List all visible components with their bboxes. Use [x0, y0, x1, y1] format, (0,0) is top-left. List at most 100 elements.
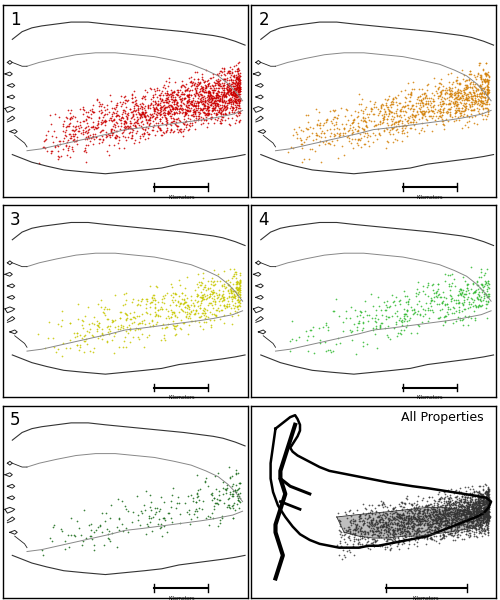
Point [128, 297, 136, 307]
Point [418, 317, 426, 327]
Point [424, 522, 432, 532]
Point [145, 114, 153, 124]
Point [448, 499, 456, 509]
Point [356, 310, 364, 320]
Point [306, 122, 314, 132]
Point [206, 316, 214, 325]
Point [298, 135, 306, 145]
Point [401, 499, 409, 509]
Point [218, 90, 226, 100]
Point [446, 110, 454, 120]
Point [465, 517, 473, 527]
Point [360, 518, 368, 528]
Point [422, 511, 430, 521]
Point [184, 301, 192, 310]
Point [183, 103, 191, 112]
Point [199, 273, 207, 283]
Point [476, 509, 484, 518]
Point [184, 313, 192, 323]
Point [478, 499, 486, 509]
Point [108, 315, 116, 325]
Point [377, 527, 385, 537]
Point [176, 91, 184, 101]
Point [478, 280, 486, 290]
Point [472, 499, 480, 509]
Point [454, 498, 462, 508]
Point [234, 301, 242, 311]
Point [228, 294, 236, 304]
Point [88, 132, 96, 142]
Point [233, 100, 241, 110]
Point [210, 504, 218, 514]
Point [202, 280, 209, 290]
Point [115, 115, 123, 124]
Point [175, 104, 183, 114]
Point [462, 522, 469, 532]
Point [69, 111, 77, 121]
Point [126, 323, 134, 333]
Point [157, 109, 165, 119]
Point [474, 514, 482, 523]
Point [358, 323, 366, 332]
Point [484, 508, 492, 517]
Point [118, 91, 126, 100]
Point [483, 490, 491, 500]
Point [420, 530, 428, 540]
Point [349, 127, 357, 137]
Point [39, 550, 47, 559]
Point [108, 128, 116, 138]
Point [226, 493, 234, 503]
Point [377, 524, 385, 533]
Point [59, 119, 67, 129]
Point [86, 531, 94, 541]
Point [162, 116, 170, 126]
Point [200, 88, 207, 97]
Point [214, 83, 222, 93]
Point [476, 509, 484, 518]
Point [474, 82, 482, 91]
Point [344, 131, 352, 141]
Text: Kilometers: Kilometers [168, 596, 194, 600]
Point [142, 486, 150, 496]
Point [476, 70, 484, 80]
Point [428, 504, 436, 514]
Point [446, 503, 454, 513]
Point [398, 137, 406, 146]
Point [412, 288, 420, 298]
Point [334, 509, 342, 518]
Point [414, 506, 422, 515]
Point [234, 77, 242, 87]
Point [461, 492, 469, 502]
Point [408, 499, 416, 508]
Point [457, 518, 465, 528]
Point [472, 506, 480, 515]
Point [446, 107, 454, 117]
Point [418, 495, 426, 505]
Point [474, 503, 482, 512]
Point [142, 107, 150, 117]
Point [138, 109, 146, 118]
Point [427, 533, 435, 542]
Point [98, 135, 106, 145]
Point [146, 490, 154, 499]
Point [228, 481, 235, 491]
Point [227, 89, 235, 99]
Point [476, 283, 484, 293]
Point [170, 97, 178, 107]
Point [484, 278, 492, 288]
Point [437, 86, 445, 96]
Point [470, 498, 478, 508]
Point [436, 496, 444, 506]
Point [484, 503, 492, 512]
Point [484, 88, 492, 97]
Point [463, 523, 471, 532]
Point [462, 95, 470, 104]
Point [472, 512, 480, 522]
Point [196, 277, 203, 287]
Point [372, 317, 380, 327]
Point [476, 512, 484, 521]
Point [102, 322, 110, 332]
Point [406, 513, 414, 523]
Point [463, 111, 471, 121]
Point [404, 514, 412, 523]
